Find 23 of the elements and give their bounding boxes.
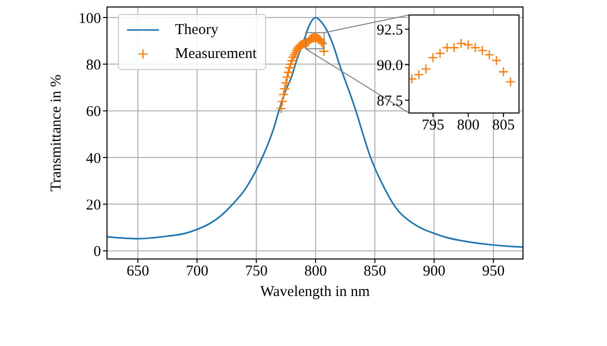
x-tick-label: 750 (245, 264, 268, 280)
y-tick-label: 80 (86, 57, 101, 74)
x-tick-label: 700 (186, 264, 208, 280)
y-tick-label: 0 (94, 244, 101, 260)
y-tick-label: 60 (86, 104, 101, 120)
x-tick-label: 950 (482, 264, 505, 280)
x-axis-title: Wavelength in nm (260, 284, 370, 300)
y-tick-label: 92.5 (376, 22, 403, 39)
x-tick-label: 650 (126, 264, 150, 280)
y-tick-label: 87.5 (376, 94, 403, 110)
legend-label: Theory (175, 22, 218, 38)
legend-label: Measurement (175, 46, 257, 62)
y-tick-label: 90.0 (376, 58, 403, 74)
x-tick-label: 805 (492, 118, 515, 134)
y-tick-label: 20 (86, 197, 101, 214)
y-axis-title: Transmittance in % (48, 74, 64, 192)
x-tick-label: 800 (456, 118, 480, 134)
x-tick-label: 795 (422, 118, 444, 134)
x-tick-label: 800 (304, 264, 327, 280)
x-tick-label: 900 (422, 264, 446, 280)
x-tick-label: 850 (364, 264, 386, 280)
y-tick-label: 40 (86, 150, 101, 167)
y-tick-label: 100 (78, 10, 101, 27)
